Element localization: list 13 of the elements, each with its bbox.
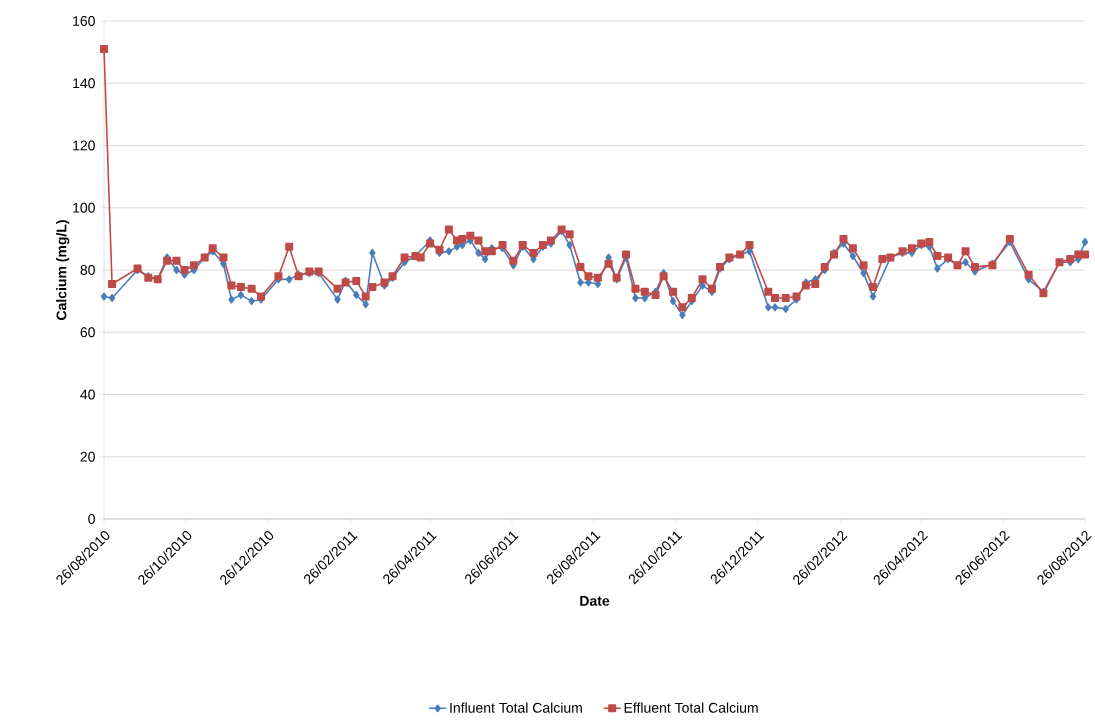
y-tick-label: 160: [73, 16, 95, 26]
y-tick-label: 80: [80, 265, 95, 275]
y-tick-label: 120: [73, 140, 95, 151]
x-axis-title: Date: [580, 596, 610, 606]
y-tick-label: 140: [73, 78, 95, 89]
y-tick-label: 40: [80, 389, 95, 400]
y-tick-label: 0: [88, 514, 95, 524]
y-tick-label: 20: [80, 451, 95, 462]
legend-label: Effluent Total Calcium: [624, 702, 758, 713]
legend-label: Influent Total Calcium: [450, 702, 582, 713]
y-tick-label: 100: [73, 202, 95, 213]
y-tick-label: 60: [80, 327, 95, 338]
y-axis-title: Calcium (mg/L): [56, 220, 70, 320]
